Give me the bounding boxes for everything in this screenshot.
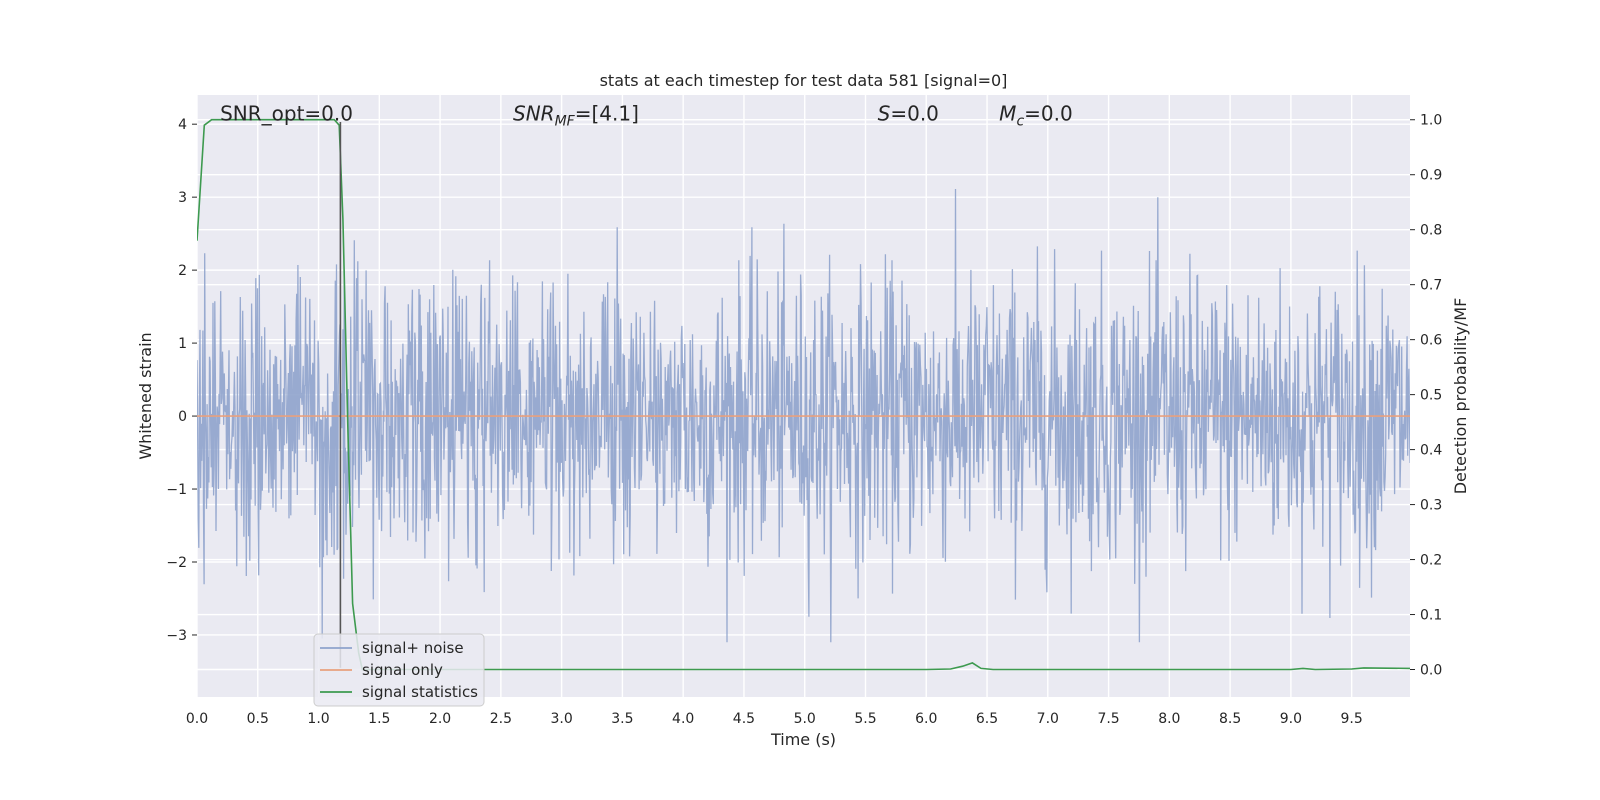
annotation-2: S=0.0: [878, 102, 939, 126]
y-left-tick-label: −2: [166, 555, 187, 571]
x-tick-label: 6.5: [976, 711, 998, 727]
y-left-axis-ticks: −3 −2 −1 0 1 2 3 4: [166, 117, 197, 644]
x-tick-label: 0.0: [186, 711, 208, 727]
y-left-axis-label: Whitened strain: [136, 332, 155, 459]
x-tick-label: 4.5: [733, 711, 755, 727]
y-right-axis-label: Detection probability/MF: [1451, 298, 1470, 495]
y-left-tick-label: 3: [178, 190, 187, 206]
x-tick-label: 2.0: [429, 711, 451, 727]
y-right-tick-label: 0.3: [1420, 498, 1442, 514]
y-left-tick-label: 2: [178, 263, 187, 279]
y-right-tick-label: 1.0: [1420, 113, 1442, 129]
y-right-tick-label: 0.0: [1420, 663, 1442, 679]
legend-label: signal statistics: [362, 683, 478, 701]
chart-title: stats at each timestep for test data 581…: [600, 71, 1008, 90]
y-left-tick-label: −1: [166, 482, 187, 498]
series-line-2: [197, 118, 1410, 671]
y-right-tick-label: 0.7: [1420, 278, 1442, 294]
x-tick-label: 0.5: [247, 711, 269, 727]
y-left-tick-label: 0: [178, 409, 187, 425]
x-tick-label: 8.5: [1219, 711, 1241, 727]
y-right-tick-label: 0.1: [1420, 608, 1442, 624]
x-axis-ticks: 0.0 0.5 1.0 1.5 2.0 2.5 3.0 3.5 4.0 4.5 5.0 5.5 6.0 6…: [186, 711, 1363, 727]
y-left-tick-label: −3: [166, 628, 187, 644]
annotation-0: SNR_opt=0.0: [220, 102, 353, 126]
annotation-1: SNRMF=[4.1]: [513, 102, 639, 130]
x-tick-label: 2.5: [490, 711, 512, 727]
y-right-tick-label: 0.5: [1420, 388, 1442, 404]
legend-label: signal+ noise: [362, 639, 464, 657]
y-right-axis-ticks: 0.0 0.1 0.2 0.3 0.4 0.5 0.6 0.7 0.8 0.9 1.0: [1410, 113, 1442, 679]
x-tick-label: 4.0: [672, 711, 694, 727]
x-tick-label: 1.5: [368, 711, 390, 727]
annotations: SNR_opt=0.0 SNRMF=[4.1] S=0.0 Mc=0.0: [220, 102, 1073, 130]
y-right-tick-label: 0.9: [1420, 168, 1442, 184]
y-left-tick-label: 4: [178, 117, 187, 133]
y-right-tick-label: 0.6: [1420, 333, 1442, 349]
y-right-tick-label: 0.8: [1420, 223, 1442, 239]
x-tick-label: 9.5: [1341, 711, 1363, 727]
x-tick-label: 9.0: [1280, 711, 1302, 727]
plot-series-group: [197, 118, 1410, 671]
legend-box: [313, 633, 485, 707]
y-right-tick-label: 0.2: [1420, 553, 1442, 569]
x-tick-label: 7.5: [1097, 711, 1119, 727]
x-axis-label: Time (s): [770, 730, 836, 749]
x-tick-label: 3.0: [550, 711, 572, 727]
x-tick-label: 5.5: [854, 711, 876, 727]
annotation-3: Mc=0.0: [999, 102, 1073, 130]
x-tick-label: 8.0: [1158, 711, 1180, 727]
series-line-0: [197, 188, 1410, 643]
x-tick-label: 3.5: [611, 711, 633, 727]
x-tick-label: 7.0: [1037, 711, 1059, 727]
x-tick-label: 5.0: [794, 711, 816, 727]
legend-label: signal only: [362, 661, 443, 679]
y-right-tick-label: 0.4: [1420, 443, 1442, 459]
x-tick-label: 1.0: [307, 711, 329, 727]
x-tick-label: 6.0: [915, 711, 937, 727]
y-left-tick-label: 1: [178, 336, 187, 352]
legend: signal+ noise signal only signal statistic…: [313, 633, 485, 707]
